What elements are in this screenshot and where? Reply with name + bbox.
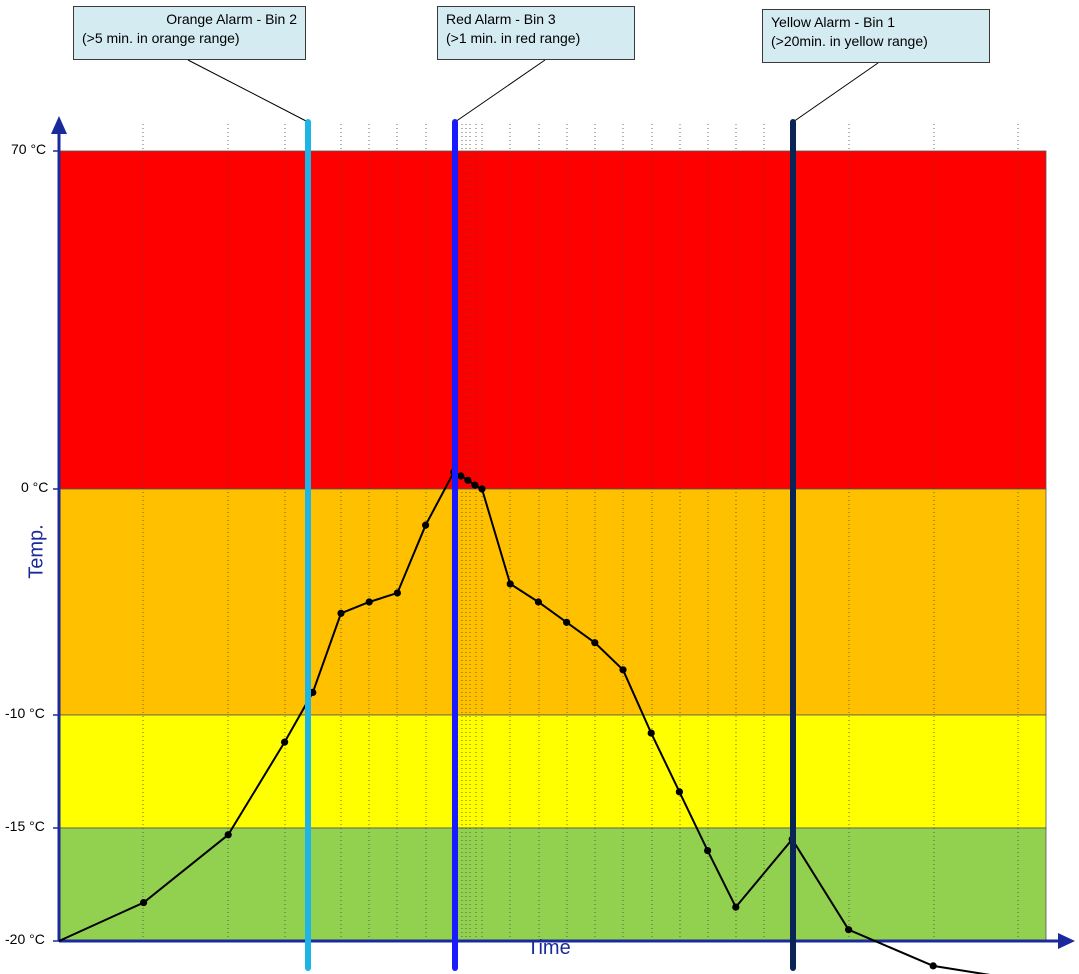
data-point	[393, 589, 401, 597]
alarm-callout-title: Yellow Alarm - Bin 1	[771, 14, 895, 30]
y-tick-label: -15 °C	[5, 818, 45, 834]
series-line	[58, 470, 991, 974]
alarm-callout: Red Alarm - Bin 3 (>1 min. in red range)	[437, 6, 635, 60]
x-axis-title: Time	[527, 937, 571, 959]
data-point	[732, 903, 740, 911]
callout-leader-lines	[187, 59, 879, 123]
data-point	[140, 898, 148, 907]
data-point	[675, 788, 684, 796]
data-point	[647, 729, 655, 737]
data-point	[845, 926, 853, 934]
data-point	[478, 485, 486, 493]
band-yellow	[58, 714, 1047, 829]
vertical-gridlines	[142, 124, 1019, 941]
alarm-callout: Orange Alarm - Bin 2 (>5 min. in orange r…	[73, 6, 306, 60]
alarm-callout-title: Red Alarm - Bin 3	[446, 11, 556, 27]
y-tick-label: -10 °C	[5, 705, 45, 721]
alarm-callout-condition: (>5 min. in orange range)	[82, 30, 240, 46]
y-axis-title: Temp.	[25, 524, 48, 579]
temperature-bands	[58, 150, 1047, 942]
data-point	[704, 847, 712, 855]
data-point	[224, 831, 232, 839]
band-orange	[58, 488, 1047, 716]
data-point	[591, 639, 599, 647]
data-point	[506, 580, 514, 588]
data-point	[619, 666, 627, 674]
alarm-callout-condition: (>1 min. in red range)	[446, 30, 581, 46]
axes	[51, 116, 1075, 949]
y-tick-label: 70 °C	[11, 141, 47, 157]
callout-leader-line	[454, 59, 546, 123]
data-point	[337, 609, 345, 617]
data-point	[471, 481, 479, 489]
y-axis-arrow-icon	[51, 116, 67, 134]
alarm-markers	[305, 119, 796, 971]
callout-leader-line	[792, 62, 879, 123]
alarm-callout-condition: (>20min. in yellow range)	[771, 33, 928, 49]
data-point	[365, 598, 373, 606]
data-point	[534, 598, 543, 606]
y-tick-label: -20 °C	[5, 931, 45, 947]
callout-leader-line	[187, 59, 309, 123]
data-point	[929, 962, 937, 970]
data-point	[422, 521, 430, 529]
x-axis-arrow-icon	[1058, 933, 1075, 949]
data-point	[281, 738, 289, 746]
y-tick-label: 0 °C	[21, 479, 49, 495]
data-point	[464, 476, 472, 484]
alarm-callout: Yellow Alarm - Bin 1 (>20min. in yellow r…	[762, 9, 990, 63]
band-green	[58, 827, 1047, 942]
data-point	[563, 618, 571, 626]
alarm-callout-title: Orange Alarm - Bin 2	[166, 11, 297, 27]
data-point	[457, 472, 465, 480]
band-red	[58, 150, 1047, 490]
